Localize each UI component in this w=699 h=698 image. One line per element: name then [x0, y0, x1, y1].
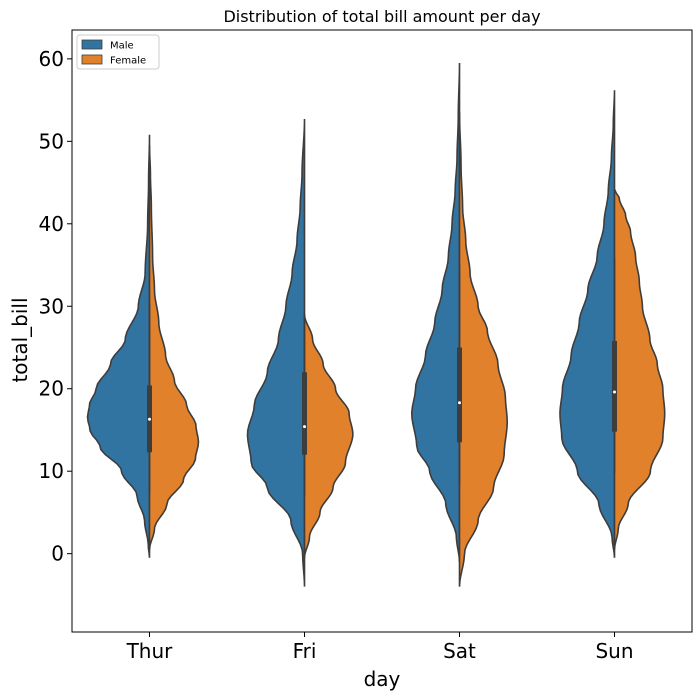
plot-frame	[71, 29, 693, 633]
y-tick-label: 10	[39, 459, 64, 483]
x-axis-label: day	[364, 667, 401, 691]
x-tick-label-fri: Fri	[293, 639, 317, 663]
violins-layer	[86, 62, 666, 587]
violin-female-sat	[458, 112, 509, 587]
x-tick-label-sun: Sun	[595, 639, 633, 663]
inner-box-layer	[147, 258, 617, 496]
violin-female-thur	[148, 145, 200, 550]
x-axis: Thur Fri Sat Sun	[126, 632, 634, 663]
y-axis-label: total_bill	[8, 297, 32, 382]
legend-label-female: Female	[110, 56, 146, 67]
violin-female-sun	[613, 188, 666, 550]
x-tick-label-thur: Thur	[126, 639, 174, 663]
y-tick-label: 20	[39, 377, 64, 401]
median-dot-thur	[148, 417, 151, 421]
y-tick-label: 40	[39, 212, 64, 236]
violin-male-sun	[559, 90, 616, 558]
median-dot-fri	[303, 425, 306, 429]
y-tick-label: 60	[39, 47, 64, 71]
median-dot-sat	[458, 401, 461, 405]
x-tick-label-sat: Sat	[443, 639, 476, 663]
violin-male-thur	[86, 134, 151, 558]
legend-label-male: Male	[110, 41, 134, 52]
legend: Male Female	[76, 34, 160, 70]
iqr-box-sun	[612, 340, 617, 432]
y-tick-label: 30	[39, 294, 64, 318]
chart-title: Distribution of total bill amount per da…	[223, 7, 540, 26]
violin-male-fri	[246, 119, 306, 587]
iqr-box-sat	[457, 347, 462, 443]
legend-swatch-male	[81, 39, 103, 50]
median-dot-sun	[613, 390, 616, 394]
legend-swatch-female	[81, 54, 103, 65]
iqr-box-fri	[302, 372, 307, 455]
violin-female-fri	[303, 314, 354, 558]
y-axis: 0 10 20 30 40 50 60	[39, 47, 72, 566]
violin-male-sat	[410, 62, 461, 562]
y-tick-label: 0	[51, 542, 64, 566]
y-tick-label: 50	[39, 129, 64, 153]
